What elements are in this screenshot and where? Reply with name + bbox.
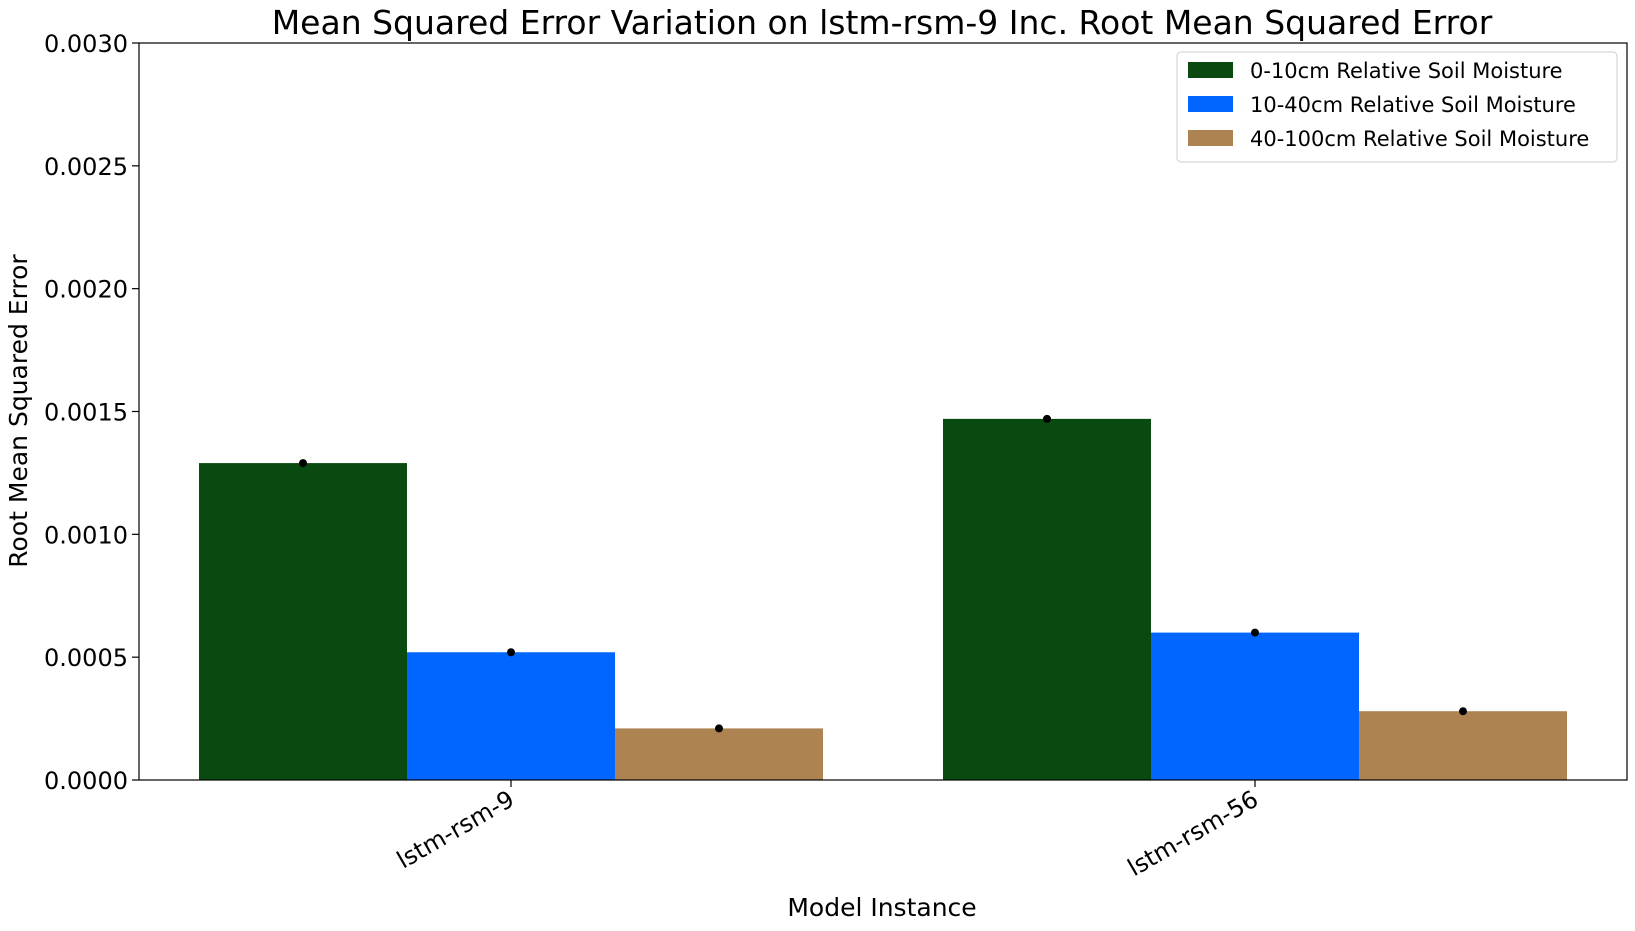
plot-area — [138, 42, 1628, 781]
legend-label: 40-100cm Relative Soil Moisture — [1250, 127, 1589, 151]
chart-title: Mean Squared Error Variation on lstm-rsm… — [272, 3, 1493, 42]
y-tick-label: 0.0000 — [44, 767, 128, 795]
bar-lstm-rsm-56-series-0 — [943, 418, 1151, 780]
x-tick-label: lstm-rsm-56 — [1123, 785, 1263, 882]
legend-swatch — [1188, 62, 1233, 78]
x-axis-label: Model Instance — [787, 893, 976, 922]
bar-lstm-rsm-9-series-0 — [199, 463, 407, 780]
legend-label: 0-10cm Relative Soil Moisture — [1250, 59, 1563, 83]
error-marker-lstm-rsm-9-series-1 — [507, 648, 515, 657]
bars-layer — [199, 418, 1567, 780]
y-tick-label: 0.0010 — [44, 521, 128, 549]
legend-box — [1176, 51, 1618, 163]
x-tick-label: lstm-rsm-9 — [392, 785, 519, 874]
error-marker-lstm-rsm-56-series-2 — [1459, 707, 1467, 716]
y-tick-label: 0.0025 — [44, 153, 128, 181]
y-axis: 0.0000 0.0005 0.0010 0.0015 0.0020 0.0025 0.00… — [44, 30, 139, 795]
error-marker-lstm-rsm-9-series-2 — [715, 724, 723, 733]
legend-swatch — [1188, 96, 1233, 112]
error-marker-lstm-rsm-9-series-0 — [299, 459, 307, 468]
bar-lstm-rsm-56-series-2 — [1359, 711, 1567, 780]
bar-lstm-rsm-9-series-1 — [407, 652, 615, 780]
legend: 0-10cm Relative Soil Moisture 10-40cm Rel… — [1176, 51, 1618, 163]
bar-lstm-rsm-56-series-1 — [1151, 632, 1359, 780]
bar-lstm-rsm-9-series-2 — [615, 728, 823, 780]
x-axis: lstm-rsm-9 lstm-rsm-56 — [392, 780, 1263, 882]
error-marker-lstm-rsm-56-series-1 — [1251, 628, 1259, 637]
legend-items: 0-10cm Relative Soil Moisture 10-40cm Rel… — [1188, 59, 1589, 151]
y-tick-label: 0.0015 — [44, 399, 128, 427]
y-tick-label: 0.0030 — [44, 30, 128, 58]
y-tick-label: 0.0005 — [44, 644, 128, 672]
y-axis-label: Root Mean Squared Error — [4, 254, 33, 568]
legend-swatch — [1188, 130, 1233, 146]
y-tick-label: 0.0020 — [44, 276, 128, 304]
error-markers-layer — [299, 414, 1467, 733]
legend-label: 10-40cm Relative Soil Moisture — [1250, 93, 1576, 117]
error-marker-lstm-rsm-56-series-0 — [1043, 414, 1051, 423]
